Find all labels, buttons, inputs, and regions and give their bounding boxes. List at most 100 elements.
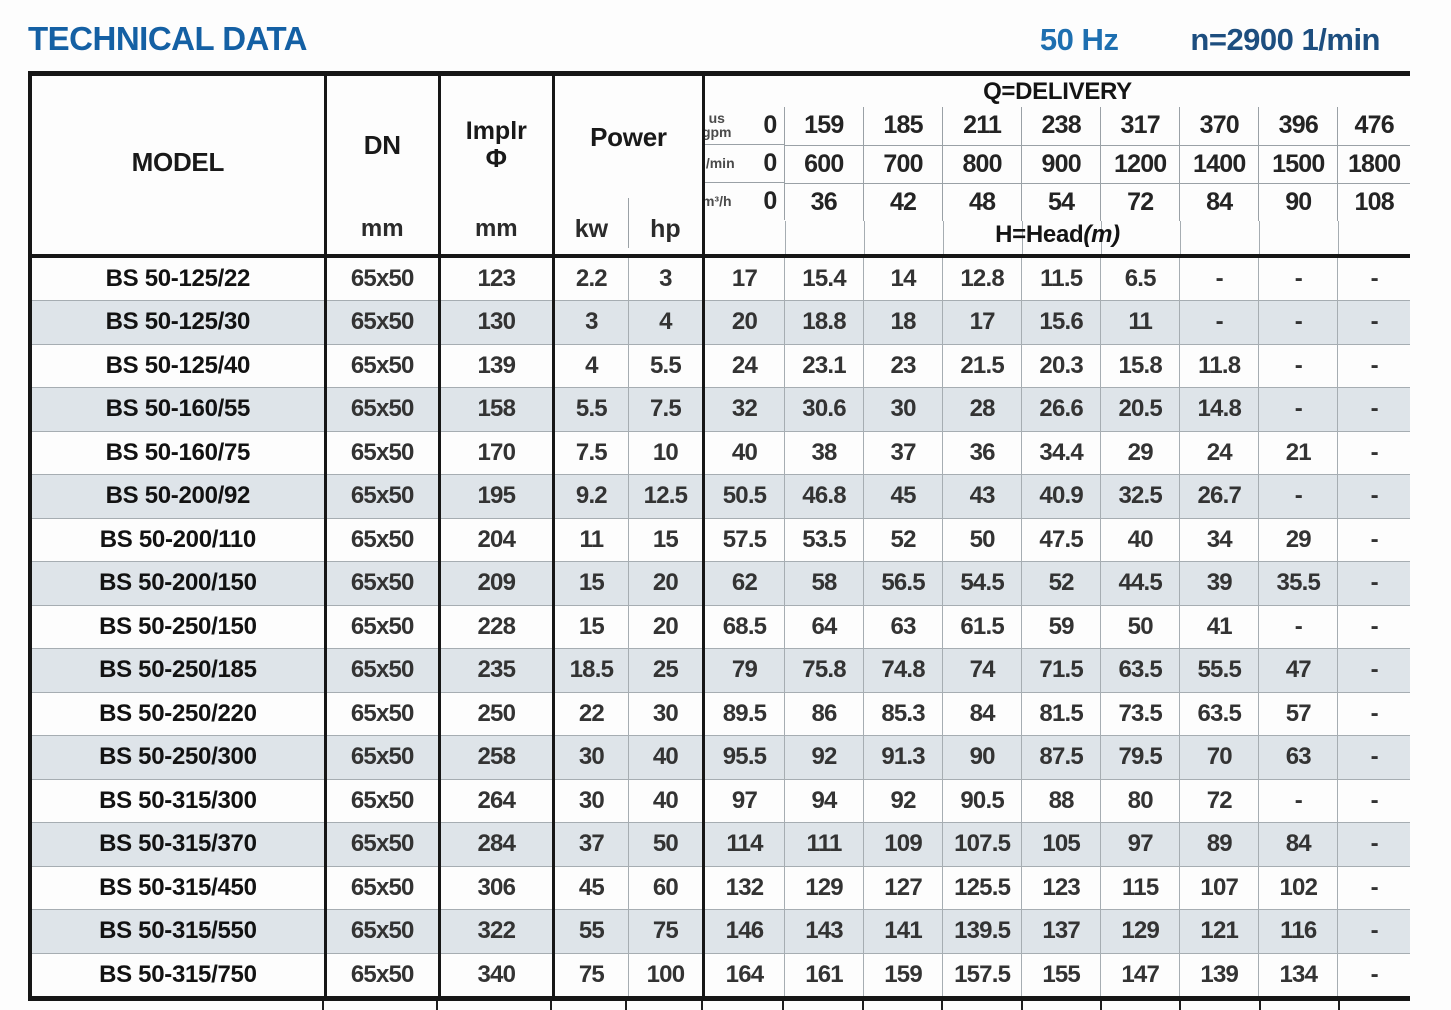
head-value-cell: 15.8 [1100, 344, 1181, 388]
flow-value-cell: 1200 [1100, 145, 1181, 184]
model-cell: BS 50-315/370 [30, 822, 327, 867]
dn-cell: 65x50 [325, 518, 441, 562]
head-value-cell: 161 [784, 953, 865, 999]
flow-value-cell: 48 [942, 183, 1023, 221]
head-value-cell: - [1337, 779, 1410, 823]
head-value-cell: 23 [863, 344, 944, 388]
dn-cell: 65x50 [325, 909, 441, 954]
head-value-cell: 81.5 [1021, 692, 1102, 736]
head-value-cell: - [1179, 300, 1260, 345]
impeller-cell: 340 [439, 953, 555, 999]
head-value-cell: 125.5 [942, 866, 1023, 910]
power-hp-cell: 4 [628, 300, 705, 345]
col-header-model: MODEL [30, 73, 327, 256]
head-value-cell: 68.5 [703, 605, 786, 649]
head-value-cell: 35.5 [1258, 561, 1339, 606]
head-value-cell: 28 [942, 387, 1023, 432]
impeller-diameter-symbol: Φ [485, 143, 507, 174]
head-value-cell: - [1337, 255, 1410, 301]
flow-value-cell: 159 [784, 107, 865, 146]
frequency-label: 50 Hz [1039, 22, 1119, 57]
impeller-cell: 170 [439, 431, 555, 475]
head-value-cell: 85.3 [863, 692, 944, 736]
impeller-header-label: Implr [465, 117, 527, 146]
power-hp-cell: 3 [628, 255, 705, 301]
power-kw-cell: 9.2 [553, 474, 629, 519]
power-header-label: Power [590, 121, 667, 152]
dn-cell: 65x50 [325, 648, 441, 693]
head-value-cell: 72 [1179, 779, 1260, 823]
head-value-cell: 26.6 [1021, 387, 1102, 432]
head-value-cell: 123 [1021, 866, 1102, 910]
power-hp-cell: 12.5 [628, 474, 705, 519]
dn-header-label: DN [363, 130, 401, 160]
pump-model-row: BS 50-250/150 65x50 228 15 20 68.5 64 63 61.5 59 5… [30, 605, 1410, 649]
head-label-text: H=Head [995, 220, 1084, 248]
head-value-cell: - [1370, 960, 1379, 988]
dn-cell: 65x50 [325, 255, 441, 301]
head-value-cell: 40.9 [1021, 474, 1102, 519]
power-kw-cell: 30 [553, 779, 629, 823]
dn-cell: 65x50 [325, 344, 441, 388]
power-kw-cell: 7.5 [553, 431, 629, 475]
head-value-cell: 90.5 [942, 779, 1023, 823]
head-value-cell: 132 [703, 866, 786, 910]
model-cell: BS 50-250/185 [30, 648, 327, 693]
dn-cell: 65x50 [325, 822, 441, 867]
flow-value-cell: 185 [863, 107, 944, 146]
power-kw-label: kw [574, 215, 609, 243]
head-value-cell: - [1337, 735, 1410, 780]
head-value-cell: 11.5 [1021, 255, 1102, 301]
head-value-cell: 21 [1258, 431, 1339, 475]
head-value-cell: - [1258, 344, 1339, 388]
impeller-cell: 204 [439, 518, 555, 562]
head-value-cell: 38 [784, 431, 865, 475]
head-value-cell: 34.4 [1021, 431, 1102, 475]
head-value-cell: 115 [1100, 866, 1181, 910]
power-kw-cell: 75 [553, 953, 629, 999]
head-value-cell: 11.8 [1179, 344, 1260, 388]
power-kw-cell: 15 [553, 561, 629, 606]
table-body: BS 50-125/22 65x50 123 2.2 3 17 15.4 14 12.8 11.5… [30, 255, 1410, 999]
dn-cell: 65x50 [325, 953, 441, 999]
head-value-cell: 30.6 [784, 387, 865, 432]
head-value-cell: 54.5 [942, 561, 1023, 606]
pump-model-row: BS 50-200/110 65x50 204 11 15 57.5 53.5 52 50 47.… [30, 518, 1410, 562]
power-hp-cell: 20 [628, 605, 705, 649]
dn-cell: 65x50 [325, 300, 441, 345]
head-value-cell: 61.5 [942, 605, 1023, 649]
head-value-cell: 12.8 [942, 255, 1023, 301]
power-units: kw hp [555, 198, 701, 248]
head-value-cell: 41 [1179, 605, 1260, 649]
head-value-cell: 37 [863, 431, 944, 475]
head-value-cell: - [1258, 300, 1339, 345]
head-value-cell: 79 [703, 648, 786, 693]
power-hp-cell: 60 [628, 866, 705, 910]
head-value-cell: 97 [703, 779, 786, 823]
head-value-cell: 164 [703, 953, 786, 999]
head-value-cell: - [1179, 255, 1260, 301]
pump-model-row: BS 50-125/40 65x50 139 4 5.5 24 23.1 23 21.5 20.3… [30, 344, 1410, 388]
pump-model-row: BS 50-250/185 65x50 235 18.5 25 79 75.8 74.8 74 7… [30, 648, 1410, 693]
head-value-cell: 137 [1021, 909, 1102, 954]
flow-value-cell: 36 [784, 183, 865, 221]
flow-value: 0 [763, 149, 777, 177]
head-value-cell: 143 [784, 909, 865, 954]
pump-model-row: BS 50-315/450 65x50 306 45 60 132 129 127 125.5 1… [30, 866, 1410, 910]
power-kw-cell: 5.5 [553, 387, 629, 432]
head-value-cell: 89.5 [703, 692, 786, 736]
head-value-cell: - [1337, 518, 1410, 562]
model-cell: BS 50-125/22 [30, 255, 327, 301]
impeller-cell: 209 [439, 561, 555, 606]
pump-model-row: BS 50-250/300 65x50 258 30 40 95.5 92 91.3 90 87.… [30, 735, 1410, 780]
head-value-cell: 15.4 [784, 255, 865, 301]
pump-model-row: BS 50-200/92 65x50 195 9.2 12.5 50.5 46.8 45 43 4… [30, 474, 1410, 519]
head-value-cell: 40 [1100, 518, 1181, 562]
head-value-cell: - [1258, 474, 1339, 519]
head-value-cell: 32 [703, 387, 786, 432]
head-value-cell: - [1337, 344, 1410, 388]
head-value-cell: 43 [942, 474, 1023, 519]
dn-cell: 65x50 [325, 735, 441, 780]
dn-cell: 65x50 [325, 866, 441, 910]
